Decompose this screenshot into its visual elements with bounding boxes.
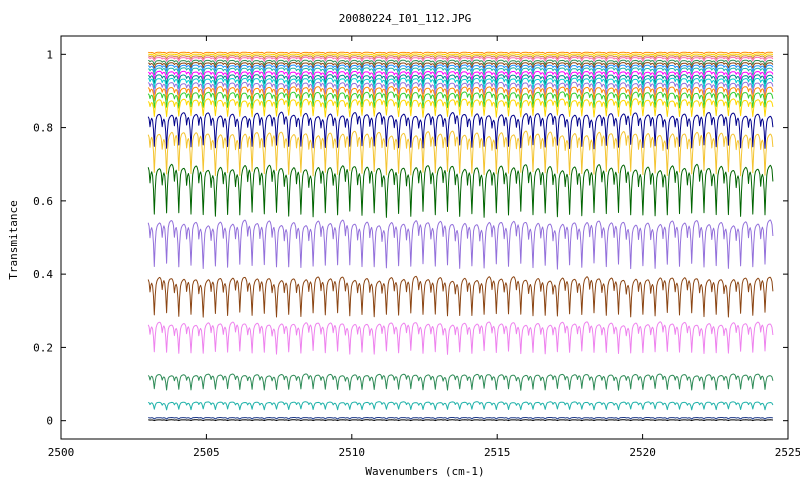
spectrum-line [147, 81, 774, 96]
x-tick-label: 2500 [48, 446, 75, 459]
spectrum-line [147, 67, 774, 76]
spectrum-line [148, 51, 774, 55]
spectrum-line [147, 62, 774, 69]
x-tick-label: 2510 [339, 446, 366, 459]
y-tick-label: 0.6 [33, 195, 53, 208]
x-tick-label: 2515 [484, 446, 511, 459]
y-tick-label: 0.2 [33, 341, 53, 354]
plot-frame [60, 35, 789, 440]
y-tick-label: 1 [46, 48, 53, 61]
spectrum-line [147, 70, 774, 80]
x-axis-label: Wavenumbers (cm-1) [365, 465, 484, 478]
spectrum-line [147, 74, 774, 85]
spectrum-line [147, 130, 774, 177]
y-axis: 0 0.2 0.4 0.6 0.8 1 [33, 48, 788, 428]
y-tick-label: 0.8 [33, 122, 53, 135]
spectrum-line [147, 219, 774, 270]
y-tick-label: 0.4 [33, 268, 53, 281]
spectrum-line [147, 98, 774, 118]
spectrum-line [147, 77, 774, 90]
spectrum-line [147, 373, 774, 391]
spectrum-line [147, 86, 774, 102]
spectrum-line [147, 163, 774, 218]
spectrum-line [147, 64, 774, 72]
spectrum-line [147, 91, 774, 109]
series-layer [147, 51, 774, 422]
spectrum-line [147, 111, 774, 150]
spectrum-line [148, 53, 774, 57]
spectrum-line [148, 419, 774, 422]
y-tick-label: 0 [46, 415, 53, 428]
x-tick-label: 2520 [629, 446, 656, 459]
spectrum-line [147, 401, 774, 411]
chart-title: 20080224_I01_112.JPG [339, 12, 471, 25]
x-tick-label: 2505 [193, 446, 220, 459]
spectrum-line [147, 59, 774, 66]
spectrum-line [147, 275, 774, 318]
x-axis: 2500 2505 2510 2515 2520 2525 [48, 36, 800, 459]
y-axis-label: Transmitance [7, 200, 20, 279]
spectrum-line [147, 321, 774, 355]
x-tick-label: 2525 [775, 446, 800, 459]
spectrum-line [148, 417, 774, 420]
spectrum-line [148, 55, 774, 60]
spectrum-line [148, 56, 774, 62]
